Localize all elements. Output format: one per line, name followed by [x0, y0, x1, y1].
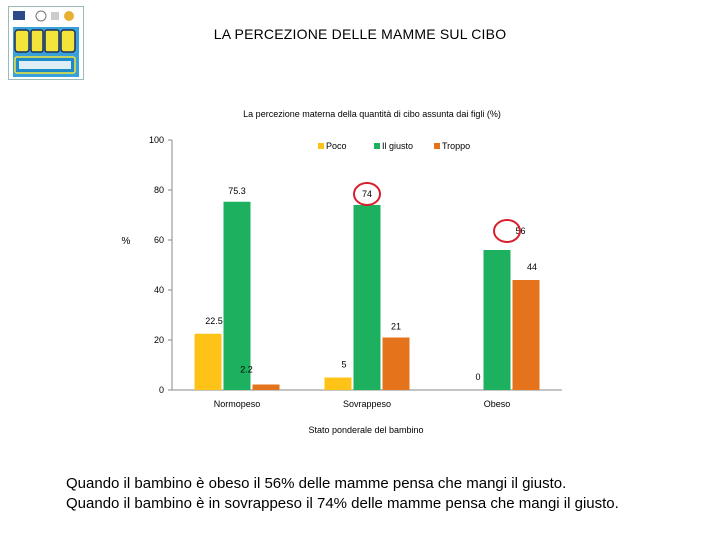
y-tick-label: 100 — [149, 135, 164, 145]
y-tick-label: 60 — [154, 235, 164, 245]
footer-notes: Quando il bambino è obeso il 56% delle m… — [66, 474, 619, 514]
okkio-logo — [13, 27, 79, 77]
x-tick-label: Normopeso — [214, 399, 261, 409]
bar-troppo — [512, 280, 540, 390]
y-tick-label: 80 — [154, 185, 164, 195]
x-axis-label: Stato ponderale del bambino — [308, 425, 423, 435]
bar-il-giusto — [353, 205, 381, 390]
y-tick-label: 0 — [159, 385, 164, 395]
bar-poco — [194, 333, 222, 390]
partner-logos — [13, 10, 74, 22]
data-label: 5 — [341, 360, 346, 370]
footer-line-overweight: Quando il bambino è in sovrappeso il 74%… — [66, 495, 619, 512]
highlight-circle — [493, 219, 521, 243]
legend-label: Poco — [326, 141, 347, 151]
legend: Poco Il giusto Troppo — [318, 141, 470, 151]
x-tick-label: Sovrappeso — [343, 399, 391, 409]
legend-label: Il giusto — [382, 141, 413, 151]
bar-troppo — [252, 384, 280, 390]
data-label: 0 — [475, 372, 480, 382]
legend-label: Troppo — [442, 141, 470, 151]
highlight-circle — [353, 182, 381, 206]
data-label: 22.5 — [205, 316, 223, 326]
y-tick-label: 40 — [154, 285, 164, 295]
y-axis-label: % — [122, 236, 131, 247]
legend-swatch — [318, 143, 324, 149]
data-label: 2.2 — [240, 365, 253, 375]
page-title: LA PERCEZIONE DELLE MAMME SUL CIBO — [213, 26, 507, 42]
legend-swatch — [434, 143, 440, 149]
chart-title: La percezione materna della quantità di … — [243, 109, 501, 119]
bar-il-giusto — [483, 250, 511, 390]
bar-il-giusto — [223, 201, 251, 390]
logo — [8, 6, 84, 80]
bar-troppo — [382, 337, 410, 390]
data-label: 44 — [527, 262, 537, 272]
data-label: 75.3 — [228, 186, 246, 196]
bar-poco — [324, 377, 352, 390]
legend-swatch — [374, 143, 380, 149]
x-tick-label: Obeso — [484, 399, 511, 409]
y-tick-label: 20 — [154, 335, 164, 345]
data-label: 74 — [362, 189, 372, 199]
footer-line-obese: Quando il bambino è obeso il 56% delle m… — [66, 475, 567, 492]
data-label: 21 — [391, 322, 401, 332]
